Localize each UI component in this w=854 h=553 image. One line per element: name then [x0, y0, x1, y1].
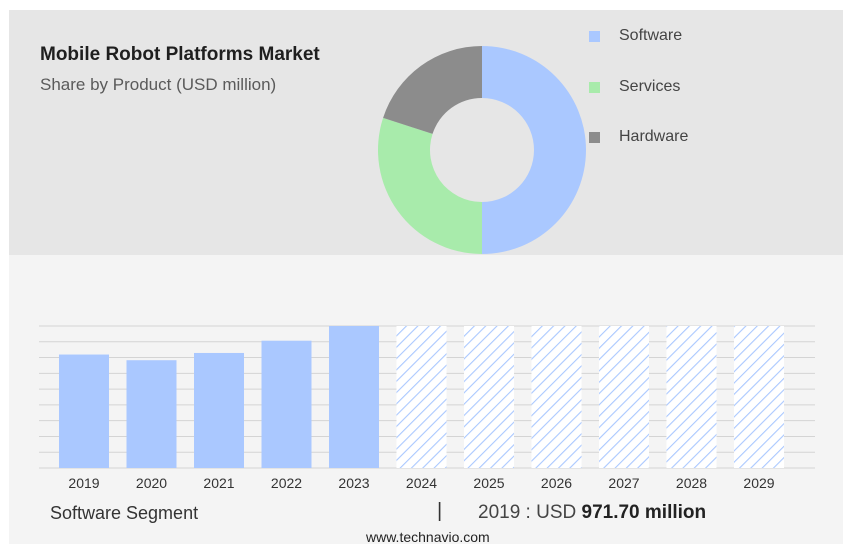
bar-2023 — [329, 326, 379, 468]
chart-title: Mobile Robot Platforms Market — [40, 44, 320, 65]
footer-separator: | — [437, 500, 443, 522]
tick-label-2019: 2019 — [68, 475, 99, 491]
donut-slice-services — [378, 117, 482, 254]
share-panel: Mobile Robot Platforms Market Share by P… — [9, 10, 843, 255]
legend-swatch-services — [589, 81, 600, 93]
bar-2022 — [261, 340, 312, 468]
legend-label-hardware: Hardware — [619, 128, 689, 145]
tick-label-2026: 2026 — [541, 475, 572, 491]
forecast-bar-2028 — [666, 326, 717, 468]
tick-label-2027: 2027 — [608, 475, 639, 491]
donut-slice-hardware — [383, 46, 482, 134]
legend-label-software: Software — [619, 27, 683, 44]
legend-swatch-hardware — [589, 131, 600, 143]
legend-swatch-software — [589, 30, 600, 42]
segment-value: 2019 : USD 971.70 million — [478, 502, 706, 524]
tick-label-2021: 2021 — [203, 475, 234, 491]
tick-label-2024: 2024 — [406, 475, 437, 491]
infographic-card: Mobile Robot Platforms Market Share by P… — [9, 10, 843, 545]
segment-label: Software Segment — [50, 503, 199, 523]
forecast-bar-2029 — [734, 326, 784, 468]
legend-item-software: Software — [589, 24, 789, 48]
legend-item-services: Services — [589, 75, 789, 99]
bar-2021 — [194, 352, 244, 468]
forecast-bar-2025 — [464, 326, 514, 468]
bar-chart: 2019 2020 2021 2022 2023 2024 2025 2026 2027 2028… — [39, 325, 815, 491]
forecast-bar-2024 — [396, 326, 447, 468]
tick-label-2023: 2023 — [338, 475, 369, 491]
segment-value-amount: 971.70 million — [581, 502, 707, 523]
chart-subtitle: Share by Product (USD million) — [40, 75, 277, 94]
tick-label-2025: 2025 — [473, 475, 504, 491]
tick-label-2020: 2020 — [136, 475, 167, 491]
donut-slice-software — [482, 46, 586, 254]
legend-item-hardware: Hardware — [589, 125, 789, 149]
donut-chart — [378, 46, 586, 254]
tick-label-2029: 2029 — [743, 475, 774, 491]
forecast-bar-2026 — [531, 326, 582, 468]
tick-label-2028: 2028 — [676, 475, 707, 491]
forecast-bar-2027 — [599, 326, 649, 468]
bar-2020 — [126, 360, 177, 468]
bar-2019 — [59, 354, 109, 468]
segment-value-prefix: 2019 : USD — [478, 502, 577, 523]
tick-label-2022: 2022 — [271, 475, 302, 491]
source-link[interactable]: www.technavio.com — [366, 529, 490, 545]
legend-label-services: Services — [619, 78, 681, 95]
